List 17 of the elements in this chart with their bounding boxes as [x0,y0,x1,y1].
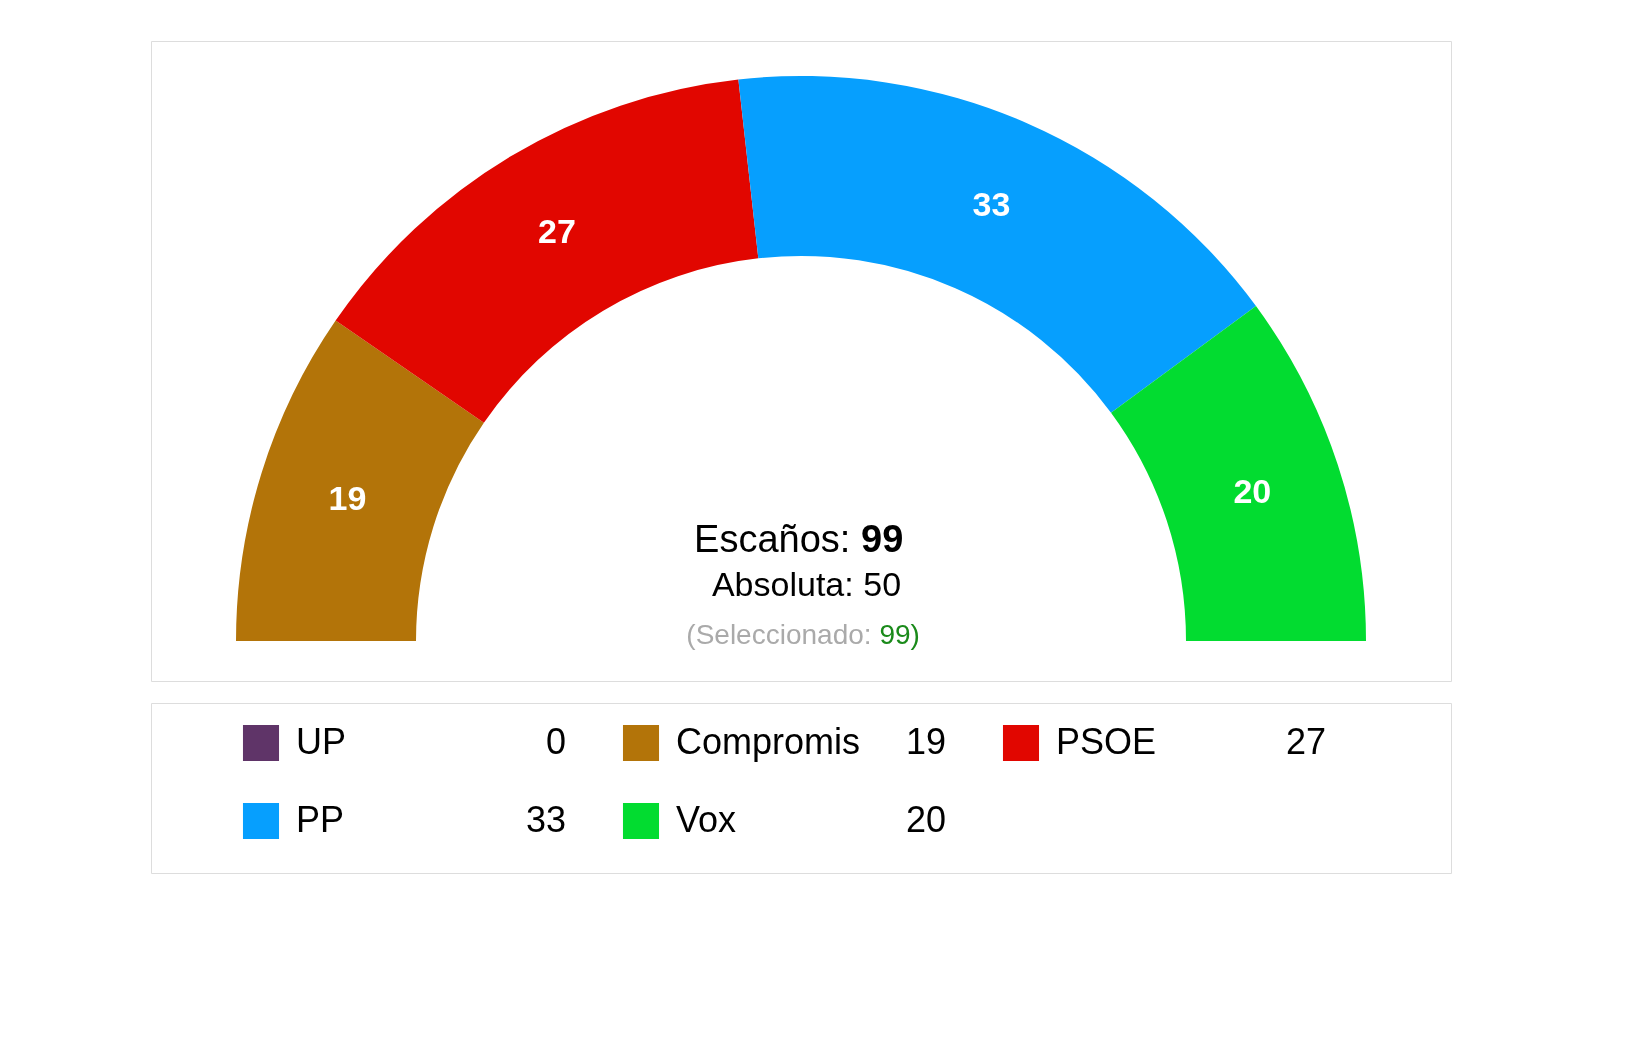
text: Escaños: 99 [694,518,904,560]
data-label: 20 [1233,471,1272,510]
text: 20 [905,799,946,840]
text: 19 [905,721,946,762]
text: 33 [525,799,566,840]
legend-label: PP [296,799,345,840]
data-label: 33 [972,184,1011,223]
text: 27 [1285,721,1326,762]
legend-label: UP [296,721,347,762]
legend-label: Compromis [676,721,861,762]
text: (Seleccionado: 99) [686,619,920,650]
legend-label: Vox [676,799,737,840]
data-label: 19 [328,478,367,517]
text: 0 [545,721,566,762]
data-label: 27 [538,212,576,251]
legend-label: PSOE [1056,721,1157,762]
text: Absoluta: 50 [711,565,902,603]
